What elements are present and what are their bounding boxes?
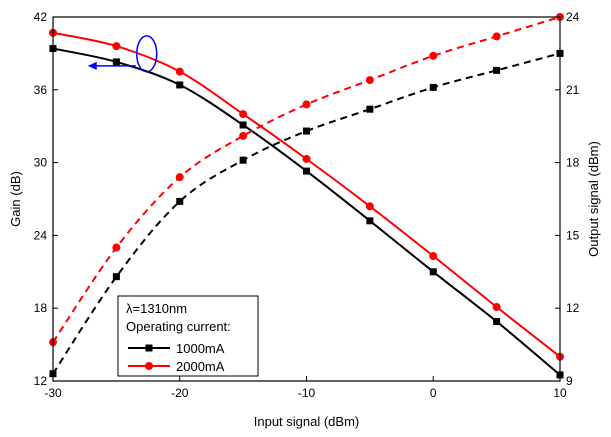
x-tick-label: -10	[298, 386, 316, 400]
data-point-1000ma-right	[366, 105, 374, 113]
data-point-1000ma-left	[366, 217, 374, 225]
series-group-ellipse	[135, 35, 158, 73]
x-tick-label: 10	[553, 386, 567, 400]
y-left-tick-label: 24	[34, 228, 48, 242]
legend-box	[117, 295, 259, 377]
data-point-1000ma-left	[303, 167, 310, 175]
y-right-tick-label: 9	[566, 374, 573, 388]
y-left-tick-label: 12	[34, 374, 48, 388]
data-point-2000ma-left	[429, 252, 438, 261]
y-left-tick-label: 36	[34, 83, 48, 97]
legend-entries: 1000mA 2000mA	[128, 341, 225, 374]
arrowhead-icon	[87, 61, 97, 70]
legend: λ=1310nm Operating current: 1000mA 2000mA	[117, 295, 259, 377]
y-right-tick-label: 21	[566, 83, 580, 97]
data-point-1000ma-right	[112, 273, 120, 281]
data-point-1000ma-left	[493, 318, 501, 326]
x-tick-label: -20	[171, 386, 189, 400]
data-point-2000ma-right	[239, 131, 248, 140]
y-right-tick-label: 18	[566, 156, 580, 170]
data-point-2000ma-right	[302, 100, 311, 109]
y-right-tick-label: 15	[566, 228, 580, 242]
data-point-2000ma-left	[239, 110, 248, 119]
data-point-1000ma-right	[239, 156, 247, 164]
data-point-2000ma-right	[492, 32, 501, 41]
y-left-axis-title: Gain (dB)	[8, 171, 23, 227]
left-axis-indicator	[87, 35, 158, 73]
data-point-1000ma-right	[303, 127, 310, 135]
data-point-2000ma-right	[175, 173, 184, 182]
legend-marker-1000ma	[145, 344, 153, 352]
data-point-2000ma-left	[175, 67, 184, 76]
y-right-tick-label: 24	[566, 10, 580, 24]
data-point-2000ma-right	[112, 243, 121, 252]
legend-marker-2000ma	[145, 362, 153, 370]
y-left-tick-label: 30	[34, 156, 48, 170]
y-left-tick-label: 18	[34, 301, 48, 315]
y-right-axis-title: Output signal (dBm)	[586, 141, 601, 257]
legend-heading: Operating current:	[126, 319, 231, 334]
tick-layer: -30 -20 -10 0 10 12 18 24 30 36 42 9 12 15 18 21 24	[34, 10, 580, 400]
data-point-2000ma-left	[112, 42, 121, 51]
data-point-1000ma-left	[112, 58, 120, 66]
data-point-2000ma-left	[302, 154, 311, 163]
data-point-2000ma-left	[492, 302, 501, 311]
data-point-1000ma-right	[176, 197, 184, 205]
data-point-1000ma-right	[429, 83, 437, 91]
legend-label-1000ma: 1000mA	[176, 341, 225, 356]
data-point-2000ma-right	[365, 76, 374, 85]
legend-label-2000ma: 2000mA	[176, 359, 225, 374]
data-point-1000ma-left	[239, 121, 247, 129]
data-point-1000ma-left	[176, 81, 184, 89]
data-point-1000ma-left	[429, 268, 437, 276]
data-point-2000ma-right	[429, 51, 438, 60]
data-point-1000ma-right	[493, 66, 501, 74]
x-tick-label: -30	[44, 386, 62, 400]
x-tick-label: 0	[430, 386, 437, 400]
data-point-2000ma-left	[365, 202, 374, 211]
x-axis-title: Input signal (dBm)	[254, 414, 360, 429]
y-right-tick-label: 12	[566, 301, 580, 315]
y-left-tick-label: 42	[34, 10, 48, 24]
legend-wavelength: λ=1310nm	[126, 301, 187, 316]
